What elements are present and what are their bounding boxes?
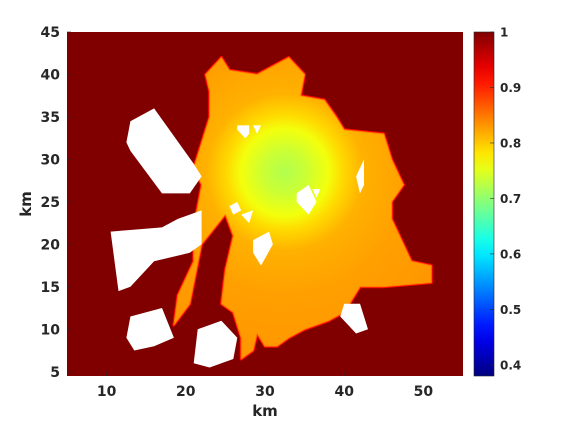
colorbar-tick-label: 0.8 — [500, 136, 521, 150]
colorbar-bar — [474, 32, 494, 376]
x-tick-label: 30 — [255, 384, 275, 400]
y-tick-label: 25 — [41, 195, 60, 211]
x-axis-label: km — [252, 402, 278, 420]
colorbar-tick-label: 0.5 — [500, 303, 521, 317]
y-tick-label: 20 — [41, 237, 61, 253]
colorbar: 0.4 0.5 0.6 0.7 0.8 0.9 1 — [474, 26, 521, 377]
y-tick-label: 45 — [41, 25, 60, 41]
x-axis-ticks: 10 20 30 40 50 — [97, 372, 434, 400]
colorbar-tick-label: 1 — [500, 26, 508, 40]
y-tick-label: 35 — [41, 110, 60, 126]
y-tick-label: 15 — [41, 280, 60, 296]
x-tick-label: 20 — [176, 384, 196, 400]
colorbar-tick-label: 0.7 — [500, 192, 521, 206]
y-tick-label: 30 — [41, 152, 61, 168]
colorbar-ticks: 0.4 0.5 0.6 0.7 0.8 0.9 1 — [490, 26, 521, 373]
y-tick-label: 5 — [50, 365, 60, 381]
y-axis-label: km — [17, 191, 35, 217]
y-tick-label: 10 — [41, 322, 61, 338]
heatmap-plot-area — [67, 32, 463, 376]
y-tick-label: 40 — [41, 67, 61, 83]
colorbar-tick-label: 0.9 — [500, 81, 521, 95]
x-tick-label: 50 — [414, 384, 434, 400]
x-tick-label: 40 — [334, 384, 354, 400]
y-axis-ticks: 5 10 15 20 25 30 35 40 45 — [41, 25, 71, 381]
colorbar-tick-label: 0.6 — [500, 247, 521, 261]
x-tick-label: 10 — [97, 384, 117, 400]
colorbar-tick-label: 0.4 — [500, 358, 521, 372]
